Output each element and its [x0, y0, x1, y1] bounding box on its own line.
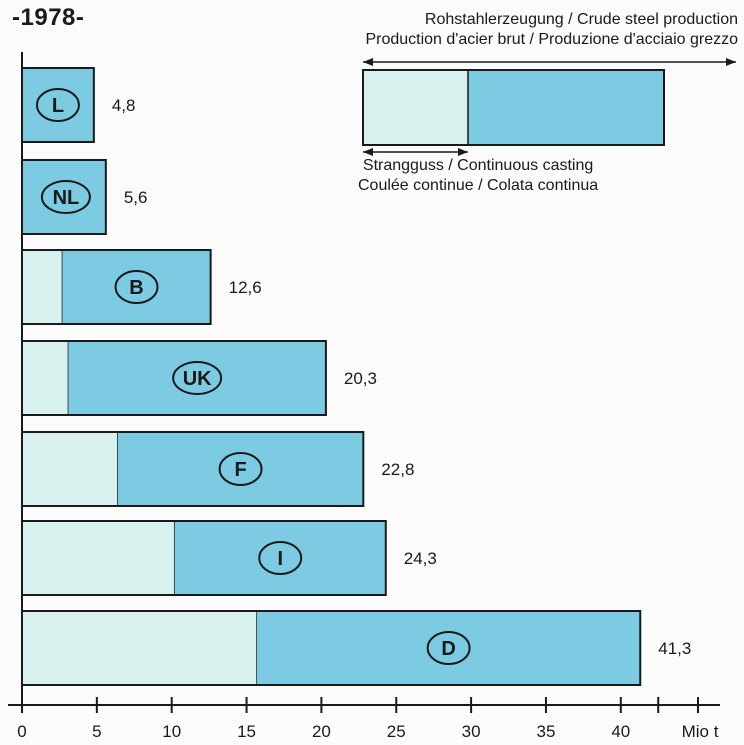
value-label-uk: 20,3 [344, 369, 377, 388]
x-tick-label-35: 35 [536, 722, 555, 741]
bar-outline-f [21, 431, 365, 507]
bar-outline-i [21, 520, 387, 596]
legend-box-outline [362, 69, 665, 146]
country-oval-nl [40, 180, 91, 214]
value-label-f: 22,8 [381, 460, 414, 479]
value-label-d: 41,3 [658, 639, 691, 658]
bar-continuous-casting-f [22, 432, 118, 506]
bar-crude-steel-d [257, 611, 641, 685]
x-tick-label-40: 40 [611, 722, 630, 741]
value-label-nl: 5,6 [124, 188, 148, 207]
bar-crude-steel-nl [22, 160, 106, 234]
x-tick-label-10: 10 [162, 722, 181, 741]
value-label-b: 12,6 [229, 278, 262, 297]
x-tick-label-5: 5 [92, 722, 101, 741]
legend-arrowhead-bottom-right [458, 148, 468, 156]
value-label-i: 24,3 [404, 549, 437, 568]
bar-continuous-casting-uk [22, 341, 69, 415]
category-label-uk: UK [183, 368, 212, 390]
category-label-i: I [277, 548, 283, 570]
legend-arrowhead-bottom-left [363, 148, 373, 156]
x-axis: 0 5 10 15 20 25 30 35 40 Mio t [8, 697, 720, 741]
legend-swatch-continuous-casting [363, 70, 468, 145]
legend-graphic [362, 58, 736, 156]
category-label-l: L [52, 95, 64, 117]
x-unit-label: Mio t [682, 722, 719, 741]
legend-subtitle-line-1: Strangguss / Continuous casting [362, 157, 594, 174]
bar-outline-uk [21, 340, 327, 416]
country-oval-uk [172, 361, 223, 395]
category-label-f: F [234, 459, 246, 481]
bar-crude-steel-l [22, 68, 94, 142]
legend-title: Rohstahlerzeugung / Crude steel producti… [365, 10, 738, 50]
x-tick-label-25: 25 [387, 722, 406, 741]
x-tick-label-30: 30 [462, 722, 481, 741]
category-label-nl: NL [53, 187, 80, 209]
bars-group: L 4,8 NL 5,6 B 12,6 UK 20,3 F 22,8 I 24,3 D 41,3 [21, 52, 691, 705]
category-label-d: D [441, 638, 455, 660]
legend-arrowhead-left [363, 58, 373, 66]
legend-arrowhead-right [726, 58, 736, 66]
x-tick-label-20: 20 [312, 722, 331, 741]
value-label-l: 4,8 [112, 96, 136, 115]
bar-crude-steel-uk [68, 341, 326, 415]
chart-year-title: -1978- [12, 4, 85, 31]
country-oval-l [35, 88, 80, 122]
legend-title-line-1: Rohstahlerzeugung / Crude steel producti… [424, 11, 738, 28]
bar-crude-steel-f [117, 432, 364, 506]
country-oval-f [218, 452, 263, 486]
x-tick-label-0: 0 [17, 722, 26, 741]
country-oval-d [426, 631, 471, 665]
legend-subtitle-line-2: Coulée continue / Colata continua [358, 177, 599, 194]
legend-swatch-crude-steel [468, 70, 664, 145]
bar-outline-l [21, 67, 95, 143]
bar-crude-steel-i [174, 521, 386, 595]
country-oval-b [114, 270, 159, 304]
country-oval-i [258, 541, 303, 575]
bar-continuous-casting-i [22, 521, 175, 595]
bar-continuous-casting-b [22, 250, 63, 324]
bar-outline-b [21, 249, 212, 325]
bar-crude-steel-b [62, 250, 211, 324]
bar-outline-nl [21, 159, 107, 235]
x-tick-label-15: 15 [237, 722, 256, 741]
legend-title-line-2: Production d'acier brut / Produzione d'a… [365, 31, 738, 48]
bar-outline-d [21, 610, 642, 686]
bar-continuous-casting-d [22, 611, 258, 685]
legend-subtitle: Strangguss / Continuous casting Coulée c… [358, 156, 598, 196]
category-label-b: B [129, 277, 143, 299]
